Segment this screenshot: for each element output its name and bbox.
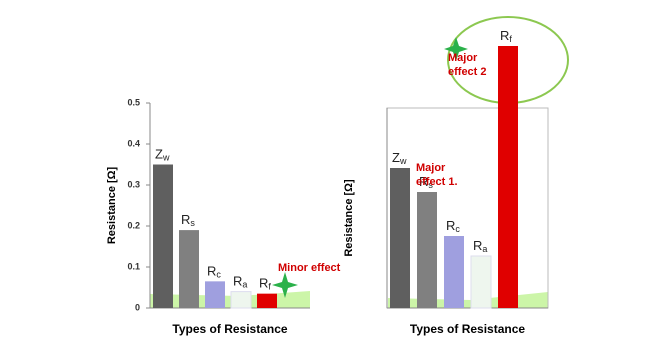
star bbox=[272, 272, 298, 298]
star bbox=[444, 37, 468, 61]
y-tick-label: 0.2 bbox=[127, 220, 140, 230]
y-axis-label: Resistance [Ω] bbox=[106, 167, 118, 245]
bar bbox=[205, 281, 225, 308]
annotation: Major effect 1. bbox=[416, 162, 458, 188]
y-tick-label: 0.5 bbox=[127, 97, 140, 107]
category-label: Rf bbox=[500, 28, 512, 44]
bar bbox=[257, 293, 277, 308]
category-label: Zw bbox=[155, 147, 170, 163]
annotation: Minor effect bbox=[278, 262, 341, 274]
bar bbox=[390, 168, 410, 308]
bar bbox=[417, 192, 437, 308]
bar bbox=[179, 230, 199, 308]
y-tick-label: 0 bbox=[135, 302, 140, 312]
y-tick-label: 0.1 bbox=[127, 261, 140, 271]
category-label: Rs bbox=[181, 213, 195, 229]
bar bbox=[498, 46, 518, 308]
category-label: Ra bbox=[473, 238, 487, 254]
bar bbox=[470, 255, 492, 309]
y-axis-label: Resistance [Ω] bbox=[343, 179, 355, 257]
y-tick-label: 0.3 bbox=[127, 179, 140, 189]
category-label: Rc bbox=[446, 218, 460, 234]
category-label: Zw bbox=[392, 150, 407, 166]
category-label: Ra bbox=[233, 274, 247, 290]
x-axis-label: Types of Resistance bbox=[410, 322, 525, 336]
bar bbox=[444, 236, 464, 308]
category-label: Rc bbox=[207, 264, 221, 280]
annotation: Major effect 2 bbox=[448, 52, 487, 78]
x-axis-label: Types of Resistance bbox=[172, 322, 287, 336]
category-label: Rs bbox=[419, 174, 433, 190]
ground-strip bbox=[388, 292, 548, 308]
plot-frame bbox=[386, 107, 549, 309]
bar bbox=[230, 291, 252, 309]
y-tick-label: 0.4 bbox=[127, 138, 140, 148]
category-label: Rf bbox=[259, 276, 271, 292]
bar bbox=[153, 164, 173, 308]
